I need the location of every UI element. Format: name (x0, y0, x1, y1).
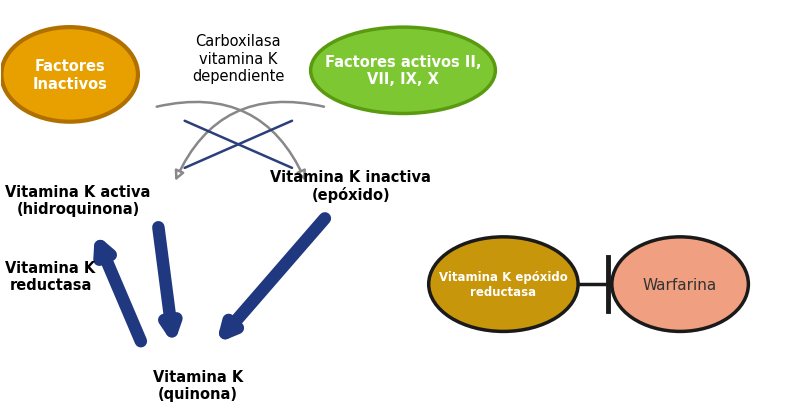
Text: Vitamina K inactiva
(epóxido): Vitamina K inactiva (epóxido) (270, 169, 431, 203)
Text: Vitamina K activa
(hidroquinona): Vitamina K activa (hidroquinona) (6, 184, 151, 216)
Text: Vitamina K
(quinona): Vitamina K (quinona) (153, 369, 243, 401)
Text: Factores
Inactivos: Factores Inactivos (32, 59, 107, 91)
Text: Vitamina K epóxido
reductasa: Vitamina K epóxido reductasa (439, 271, 567, 299)
Ellipse shape (429, 237, 578, 332)
Text: Carboxilasa
vitamina K
dependiente: Carboxilasa vitamina K dependiente (192, 34, 285, 84)
Text: Vitamina K
reductasa: Vitamina K reductasa (6, 260, 96, 292)
Ellipse shape (310, 28, 496, 114)
Text: Warfarina: Warfarina (643, 277, 717, 292)
Ellipse shape (612, 237, 749, 332)
Ellipse shape (2, 28, 138, 122)
Text: Factores activos II,
VII, IX, X: Factores activos II, VII, IX, X (325, 55, 481, 87)
